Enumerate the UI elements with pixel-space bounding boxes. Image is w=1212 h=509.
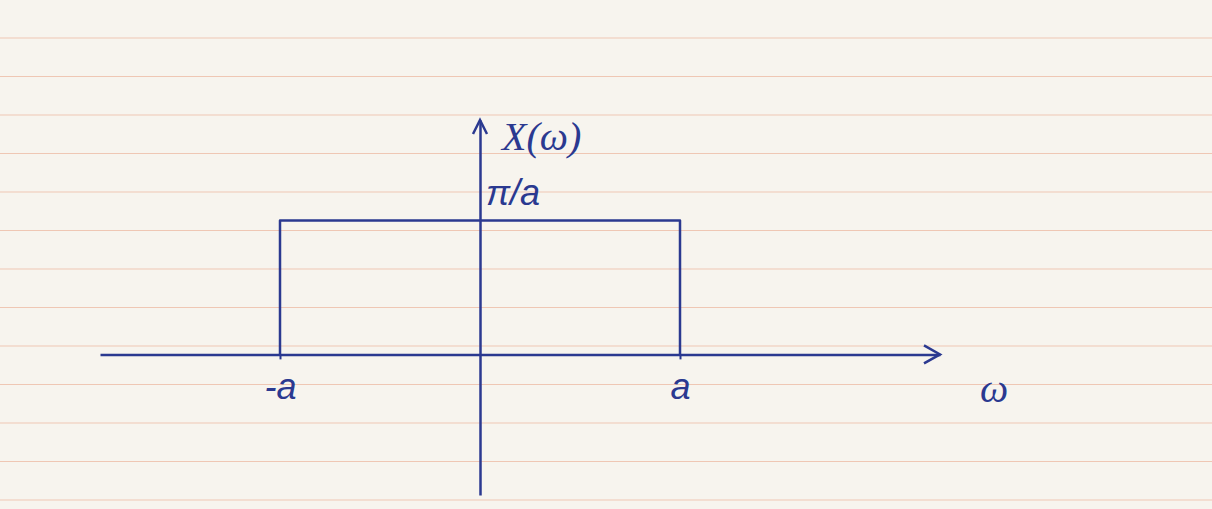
ruled-line <box>0 192 1212 193</box>
ruled-line <box>0 346 1212 347</box>
ruled-line <box>0 423 1212 424</box>
ruled-line <box>0 38 1212 39</box>
x-axis-title: ω <box>980 366 1008 411</box>
ruled-line <box>0 76 1212 77</box>
ruled-lines <box>0 38 1212 500</box>
y-arrow <box>473 120 487 134</box>
ruled-line <box>0 230 1212 231</box>
ruled-line <box>0 153 1212 154</box>
chart: -a a π/a X(ω) ω <box>0 0 1212 509</box>
x-axis-line <box>101 354 941 357</box>
x-tick-label: a <box>670 366 690 407</box>
ruled-line <box>0 500 1212 501</box>
x-tick-mark <box>280 354 282 359</box>
ruled-line <box>0 461 1212 462</box>
ruled-line <box>0 115 1212 116</box>
plot-area <box>280 221 680 355</box>
ruled-line <box>0 307 1212 308</box>
ruled-line <box>0 269 1212 270</box>
x-axis: -a a <box>101 354 941 407</box>
y-axis-line <box>479 121 482 496</box>
pulse-line <box>280 221 680 355</box>
x-tick-label: -a <box>264 366 296 407</box>
paper <box>0 0 1212 509</box>
y-tick-label: π/a <box>486 172 540 213</box>
x-tick-mark <box>680 354 682 359</box>
x-tick: a <box>670 354 690 407</box>
ruled-line <box>0 384 1212 385</box>
y-axis: π/a <box>480 121 540 496</box>
y-axis-title: X(ω) <box>500 114 581 159</box>
x-arrow <box>924 345 940 363</box>
y-tick: π/a <box>480 172 540 221</box>
x-tick: -a <box>264 354 296 407</box>
